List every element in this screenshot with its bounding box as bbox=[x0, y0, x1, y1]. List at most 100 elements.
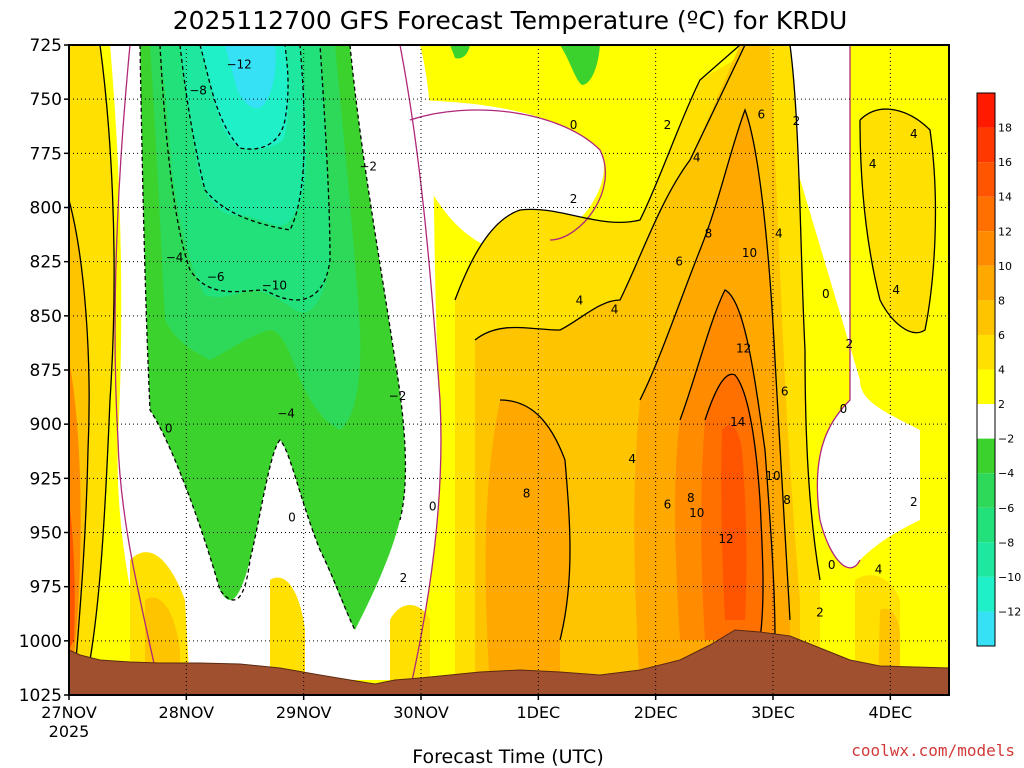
contour-label: 0 bbox=[288, 510, 296, 524]
legend-color-box bbox=[977, 404, 995, 439]
color-legend: −12 −10 −8 −6 −4 −2 2 4 6 8 10 12 14 16 18 bbox=[976, 92, 1021, 647]
contour-label: −6 bbox=[207, 270, 225, 284]
contour-label: 2 bbox=[910, 495, 918, 509]
contour-label: 12 bbox=[736, 341, 751, 355]
legend-color-box bbox=[977, 93, 995, 128]
contour-label: 0 bbox=[840, 402, 848, 416]
y-tick-label: 950 bbox=[30, 524, 62, 544]
contour-label: 4 bbox=[628, 452, 636, 466]
credit-text: coolwx.com/models bbox=[851, 741, 1015, 760]
legend-color-box bbox=[977, 438, 995, 474]
contour-label: −12 bbox=[226, 58, 251, 72]
contour-label: −10 bbox=[262, 279, 287, 293]
temperature-field bbox=[69, 45, 949, 695]
contour-label: 6 bbox=[757, 107, 765, 121]
legend-color-box bbox=[977, 231, 995, 266]
legend-label: 4 bbox=[998, 364, 1005, 377]
contour-label: 6 bbox=[675, 255, 683, 269]
contour-label: −4 bbox=[277, 406, 295, 420]
legend-color-box bbox=[977, 265, 995, 301]
legend-label: −8 bbox=[998, 536, 1014, 549]
contour-labels: −12 −8 −2 −4 −6 −10 −2 −4 0 0 0 2 0 2 2 4 6 2 4 4 8 4 6 10 0 4 4 4 2… bbox=[165, 58, 918, 620]
contour-label: 0 bbox=[429, 500, 437, 514]
y-tick-label: 850 bbox=[30, 307, 62, 327]
contour-label: 2 bbox=[845, 337, 853, 351]
contour-label: −4 bbox=[166, 250, 184, 264]
contour-label: 6 bbox=[664, 497, 672, 511]
legend-color-box bbox=[977, 300, 995, 335]
contour-label: 2 bbox=[816, 606, 824, 620]
x-axis-title: Forecast Time (UTC) bbox=[412, 746, 603, 768]
contour-label: 8 bbox=[523, 487, 531, 501]
legend-label: −2 bbox=[998, 433, 1014, 446]
contour-label: 4 bbox=[576, 294, 584, 308]
contour-label: 4 bbox=[775, 227, 783, 241]
contour-label: 4 bbox=[892, 283, 900, 297]
legend-color-box bbox=[977, 334, 995, 370]
y-tick-label: 825 bbox=[30, 253, 62, 273]
legend-color-box bbox=[977, 542, 995, 577]
x-tick-label: 2DEC bbox=[634, 703, 678, 722]
legend-color-box bbox=[977, 611, 995, 646]
contour-label: 2 bbox=[570, 192, 578, 206]
x-tick-label: 29NOV bbox=[276, 703, 332, 722]
x-tick-label: 28NOV bbox=[159, 703, 215, 722]
contour-label: 4 bbox=[693, 151, 701, 165]
contour-label: 0 bbox=[822, 287, 830, 301]
x-tick-year-label: 2025 bbox=[49, 722, 90, 741]
legend-label: −10 bbox=[998, 571, 1021, 584]
legend-label: −6 bbox=[998, 502, 1014, 515]
y-axis: 725 750 775 800 825 850 875 900 925 950 975 1000 102… bbox=[19, 36, 69, 706]
contour-label: 4 bbox=[875, 562, 883, 576]
legend-label: 6 bbox=[998, 329, 1005, 342]
y-tick-label: 975 bbox=[30, 578, 62, 598]
contour-label: −2 bbox=[389, 389, 407, 403]
contour-label: 12 bbox=[718, 532, 733, 546]
legend-color-box bbox=[977, 507, 995, 543]
legend-label: 14 bbox=[998, 191, 1012, 204]
y-tick-label: 800 bbox=[30, 199, 62, 219]
contour-label: 4 bbox=[869, 157, 877, 171]
x-tick-label: 3DEC bbox=[751, 703, 795, 722]
x-tick-label: 30NOV bbox=[393, 703, 449, 722]
legend-label: 10 bbox=[998, 260, 1012, 273]
contour-label: 2 bbox=[793, 114, 801, 128]
y-tick-label: 925 bbox=[30, 469, 62, 489]
contour-label: 0 bbox=[165, 422, 173, 436]
contour-label: 0 bbox=[570, 118, 578, 132]
x-axis: 27NOV 28NOV 29NOV 30NOV 1DEC 2DEC 3DEC 4DEC 2025 bbox=[41, 695, 912, 741]
y-tick-label: 875 bbox=[30, 361, 62, 381]
contour-label: 2 bbox=[664, 118, 672, 132]
contour-label: 6 bbox=[781, 385, 789, 399]
legend-color-box bbox=[977, 473, 995, 508]
contour-label: 14 bbox=[730, 415, 745, 429]
contour-label: −2 bbox=[359, 159, 377, 173]
legend-color-box bbox=[977, 576, 995, 612]
contour-label: 8 bbox=[687, 491, 695, 505]
legend-color-box bbox=[977, 127, 995, 163]
x-tick-label: 1DEC bbox=[516, 703, 560, 722]
contour-label: 0 bbox=[828, 558, 836, 572]
legend-label: −12 bbox=[998, 605, 1021, 618]
contour-label: −8 bbox=[189, 84, 207, 98]
legend-label: −4 bbox=[998, 467, 1014, 480]
y-tick-label: 900 bbox=[30, 415, 62, 435]
y-tick-label: 750 bbox=[30, 90, 62, 110]
y-tick-label: 775 bbox=[30, 144, 62, 164]
y-tick-label: 1000 bbox=[19, 632, 62, 652]
contour-label: 2 bbox=[400, 571, 408, 585]
contour-label: 4 bbox=[910, 127, 918, 141]
contour-label: 8 bbox=[705, 227, 713, 241]
legend-label: 16 bbox=[998, 156, 1012, 169]
y-tick-label: 1025 bbox=[19, 686, 62, 706]
contour-label: 10 bbox=[742, 246, 757, 260]
legend-label: 8 bbox=[998, 294, 1005, 307]
legend-color-box bbox=[977, 369, 995, 405]
legend-label: 18 bbox=[998, 122, 1012, 135]
legend-label: 2 bbox=[998, 398, 1005, 411]
x-tick-label: 4DEC bbox=[868, 703, 912, 722]
contour-lines bbox=[69, 45, 937, 691]
legend-label: 12 bbox=[998, 225, 1012, 238]
contour-label: 10 bbox=[765, 469, 780, 483]
